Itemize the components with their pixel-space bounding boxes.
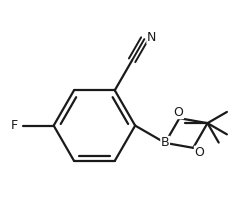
Text: F: F <box>10 119 18 132</box>
Text: B: B <box>161 136 170 149</box>
Text: O: O <box>194 146 204 159</box>
Text: O: O <box>174 106 184 119</box>
Text: N: N <box>147 31 156 44</box>
